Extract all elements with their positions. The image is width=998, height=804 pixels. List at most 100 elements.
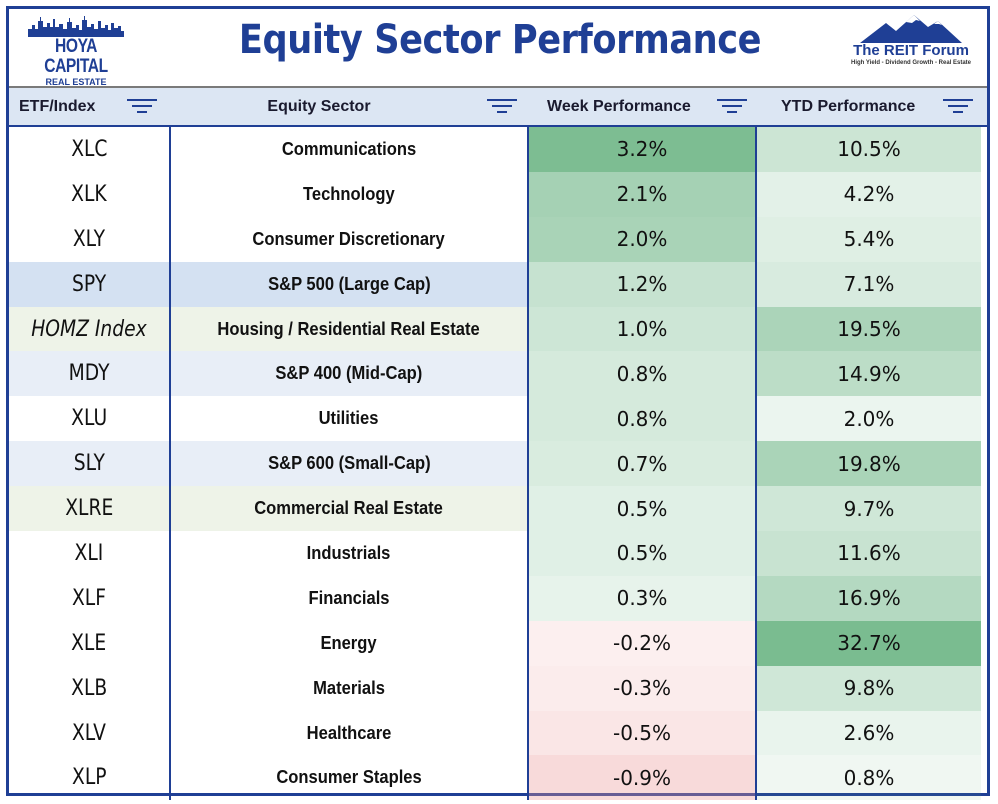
week-performance-cell: 1.0% (529, 306, 757, 352)
ytd-performance-cell: 9.8% (757, 665, 981, 711)
table-row: SPY S&P 500 (Large Cap) 1.2% 7.1% (9, 261, 987, 307)
table-row: XLB Materials -0.3% 9.8% (9, 665, 987, 711)
filter-icon[interactable] (487, 99, 517, 115)
table-row: XLF Financials 0.3% 16.9% (9, 575, 987, 621)
ticker-cell: XLK (71, 181, 107, 207)
ticker-cell: SPY (9, 261, 169, 307)
ytd-performance-cell: 4.2% (757, 171, 981, 217)
column-header-label: Equity Sector (267, 97, 371, 115)
filter-icon[interactable] (943, 99, 973, 115)
table-header: ETF/Index Equity Sector Week Performance… (9, 86, 987, 127)
week-performance-cell: 3.2% (529, 127, 757, 172)
ticker-cell: XLE (71, 630, 107, 656)
mountain-logo-icon (860, 15, 962, 43)
table-row: XLE Energy -0.2% 32.7% (9, 620, 987, 666)
title-banner: HOYA CAPITAL REAL ESTATE Equity Sector P… (9, 9, 987, 87)
hoya-logo-line2: REAL ESTATE (45, 77, 107, 87)
page-title: Equity Sector Performance (238, 17, 762, 63)
sector-cell: Financials (169, 575, 529, 621)
table-row: XLI Industrials 0.5% 11.6% (9, 531, 987, 576)
ticker-cell: HOMZ Index (9, 306, 169, 352)
ytd-performance-cell: 32.7% (757, 620, 981, 666)
table-body: XLC Communications 3.2% 10.5% XLK Technology… (9, 127, 987, 801)
sector-cell: Materials (169, 665, 529, 711)
table-row: HOMZ Index Housing / Residential Real Est… (9, 306, 987, 352)
column-header-ytd[interactable]: YTD Performance (757, 88, 981, 125)
reit-forum-tagline: High Yield - Dividend Growth - Real Esta… (850, 60, 972, 66)
sector-cell: S&P 500 (Large Cap) (169, 261, 529, 307)
sector-cell: Utilities (169, 396, 529, 442)
sector-cell: Technology (169, 171, 529, 217)
table-frame: HOYA CAPITAL REAL ESTATE Equity Sector P… (6, 6, 990, 801)
week-performance-cell: 0.7% (529, 441, 757, 487)
column-header-etf[interactable]: ETF/Index (9, 88, 169, 125)
ytd-performance-cell: 2.0% (757, 396, 981, 442)
reit-forum-name: The REIT Forum (853, 42, 969, 59)
performance-table: ETF/Index Equity Sector Week Performance… (9, 86, 987, 801)
column-header-label: YTD Performance (781, 97, 916, 115)
week-performance-cell: -0.9% (529, 755, 757, 801)
sector-cell: S&P 600 (Small-Cap) (169, 441, 529, 487)
ytd-performance-cell: 19.8% (757, 441, 981, 487)
reit-forum-logo: The REIT Forum High Yield - Dividend Gro… (841, 13, 981, 83)
table-row: XLV Healthcare -0.5% 2.6% (9, 710, 987, 756)
table-row: MDY S&P 400 (Mid-Cap) 0.8% 14.9% (9, 351, 987, 397)
table-row: SLY S&P 600 (Small-Cap) 0.7% 19.8% (9, 441, 987, 487)
ytd-performance-cell: 10.5% (757, 127, 981, 172)
ticker-cell: XLU (71, 406, 107, 432)
filter-icon[interactable] (717, 99, 747, 115)
ticker-cell: XLY (72, 226, 106, 252)
ytd-performance-cell: 19.5% (757, 306, 981, 352)
week-performance-cell: 0.8% (529, 396, 757, 442)
table-row: XLK Technology 2.1% 4.2% (9, 171, 987, 217)
ytd-performance-cell: 14.9% (757, 351, 981, 397)
ticker-cell: MDY (9, 351, 169, 397)
sector-cell: Commercial Real Estate (169, 486, 529, 532)
ytd-performance-cell: 5.4% (757, 216, 981, 262)
hoya-capital-logo: HOYA CAPITAL REAL ESTATE (21, 15, 131, 87)
ticker-cell: SLY (9, 441, 169, 487)
ticker-cell: XLV (72, 720, 106, 746)
sector-cell: Industrials (169, 531, 529, 576)
week-performance-cell: -0.5% (529, 710, 757, 756)
sector-cell: Energy (169, 620, 529, 666)
ticker-cell: XLB (70, 675, 108, 701)
hoya-logo-line1: HOYA CAPITAL (44, 36, 108, 77)
ticker-cell: XLC (70, 136, 108, 162)
column-header-label: ETF/Index (19, 97, 96, 115)
filter-icon[interactable] (127, 99, 157, 115)
table-row: XLP Consumer Staples -0.9% 0.8% (9, 755, 987, 801)
column-header-sector[interactable]: Equity Sector (169, 88, 529, 125)
ticker-cell: XLI (74, 540, 104, 566)
ticker-cell: XLP (71, 765, 107, 791)
ticker-cell: XLRE (9, 486, 169, 532)
sector-cell: Communications (169, 127, 529, 172)
column-header-week[interactable]: Week Performance (529, 88, 757, 125)
skyline-logo-icon (28, 16, 124, 37)
table-row: XLC Communications 3.2% 10.5% (9, 127, 987, 172)
ytd-performance-cell: 9.7% (757, 486, 981, 532)
ytd-performance-cell: 16.9% (757, 575, 981, 621)
sector-cell: Housing / Residential Real Estate (169, 306, 529, 352)
ytd-performance-cell: 2.6% (757, 710, 981, 756)
column-header-label: Week Performance (547, 97, 691, 115)
week-performance-cell: 2.0% (529, 216, 757, 262)
ytd-performance-cell: 11.6% (757, 531, 981, 576)
week-performance-cell: 2.1% (529, 171, 757, 217)
week-performance-cell: -0.3% (529, 665, 757, 711)
sector-cell: Consumer Discretionary (169, 216, 529, 262)
week-performance-cell: 0.3% (529, 575, 757, 621)
week-performance-cell: 0.5% (529, 531, 757, 576)
table-row: XLY Consumer Discretionary 2.0% 5.4% (9, 216, 987, 262)
ticker-cell: XLF (71, 585, 106, 611)
week-performance-cell: 0.8% (529, 351, 757, 397)
sector-cell: Healthcare (169, 710, 529, 756)
table-row: XLRE Commercial Real Estate 0.5% 9.7% (9, 486, 987, 532)
sector-cell: Consumer Staples (169, 755, 529, 801)
week-performance-cell: 1.2% (529, 261, 757, 307)
week-performance-cell: -0.2% (529, 620, 757, 666)
table-row: XLU Utilities 0.8% 2.0% (9, 396, 987, 442)
ytd-performance-cell: 0.8% (757, 755, 981, 801)
sector-cell: S&P 400 (Mid-Cap) (169, 351, 529, 397)
ytd-performance-cell: 7.1% (757, 261, 981, 307)
